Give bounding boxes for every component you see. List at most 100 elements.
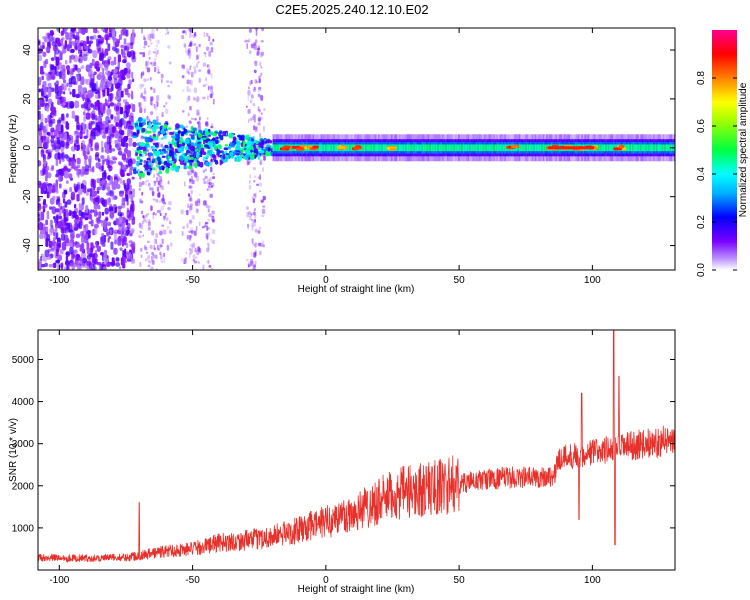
heatmap-cell (229, 133, 234, 137)
heatmap-cell (105, 198, 111, 205)
heatmap-cell (101, 48, 104, 55)
heatmap-cell (88, 41, 92, 47)
heatmap-cell (212, 98, 215, 105)
heatmap-cell (187, 71, 191, 76)
heatmap-cell (259, 174, 261, 181)
heatmap-cell (121, 50, 126, 58)
heatmap-cell (257, 242, 261, 247)
heatmap-cell (167, 45, 171, 49)
heatmap-cell (198, 77, 201, 84)
heatmap-cell (139, 198, 142, 203)
figure-title: C2E5.2025.240.12.10.E02 (275, 2, 428, 17)
heatmap-cell (113, 229, 119, 234)
heatmap-cell (154, 57, 157, 62)
heatmap-cell (247, 211, 252, 215)
heatmap-cell (247, 118, 250, 124)
heatmap-cell (249, 174, 251, 179)
heatmap-cell (187, 194, 191, 197)
heatmap-cell (467, 144, 471, 152)
heatmap-cell (112, 74, 116, 80)
heatmap-cell (156, 39, 159, 45)
heatmap-cell (171, 139, 175, 145)
heatmap-cell (247, 223, 250, 228)
heatmap-cell (40, 211, 45, 221)
heatmap-cell (97, 34, 102, 39)
heatmap-cell (430, 144, 434, 152)
heatmap-cell (190, 243, 194, 248)
heatmap-cell (408, 144, 411, 152)
heatmap-cell (186, 209, 189, 216)
heatmap-cell (75, 93, 80, 99)
heatmap-cell (123, 184, 127, 189)
heatmap-cell (190, 156, 194, 161)
heatmap-cell (205, 46, 210, 51)
heatmap-cell (253, 42, 257, 46)
heatmap-cell (200, 147, 205, 153)
heatmap-cell (160, 254, 163, 260)
heatmap-cell (136, 142, 140, 146)
heatmap-cell (187, 203, 190, 209)
heatmap-cell (143, 108, 146, 114)
heatmap-cell (74, 220, 77, 229)
heatmap-cell (124, 248, 127, 258)
heatmap-cell (600, 144, 603, 152)
heatmap-cell (212, 172, 215, 176)
heatmap-cell (183, 261, 185, 265)
heatmap-cell (246, 140, 252, 146)
heatmap-cell (186, 49, 190, 56)
snr-series-line (38, 330, 675, 563)
heatmap-cell (120, 90, 124, 98)
heatmap-cell (58, 131, 64, 139)
heatmap-cell (179, 159, 185, 166)
heatmap-cell (210, 238, 213, 244)
heatmap-cell (667, 144, 670, 152)
heatmap-cell (229, 151, 234, 157)
heatmap-cell (84, 233, 89, 241)
heatmap-cell (165, 167, 170, 174)
heatmap-cell (205, 161, 209, 167)
heatmap-cell (176, 141, 179, 148)
heatmap-cell (235, 153, 240, 156)
heatmap-cell (55, 148, 60, 153)
heatmap-cell (110, 60, 115, 66)
heatmap-cell (533, 144, 536, 152)
heatmap-cell (175, 123, 180, 129)
heatmap-cell (403, 144, 407, 152)
heatmap-cell (168, 219, 171, 225)
heatmap-cell (246, 43, 249, 49)
heatmap-cell (192, 242, 196, 248)
heatmap-cell (189, 205, 193, 211)
heatmap-cell (78, 209, 83, 216)
heatmap-cell (117, 54, 121, 63)
heatmap-cell (461, 144, 464, 152)
heatmap-cell (258, 182, 263, 187)
heatmap-cell (92, 166, 95, 173)
heatmap-cell (162, 198, 166, 205)
heatmap-cell (538, 144, 541, 152)
heatmap-cell (38, 54, 42, 62)
heatmap-cell (97, 40, 103, 44)
heatmap-cell (102, 176, 106, 181)
heatmap-cell (81, 221, 84, 226)
y-tick-label: 40 (22, 44, 33, 56)
heatmap-cell (189, 178, 191, 184)
heatmap-cell (259, 142, 263, 145)
heatmap-cell (50, 57, 55, 61)
heatmap-cell (208, 35, 211, 42)
heatmap-cell (69, 101, 75, 109)
heatmap-cell (98, 106, 101, 116)
heatmap-cell (59, 248, 64, 255)
heatmap-cell (141, 127, 146, 133)
heatmap-cell (127, 121, 131, 127)
heatmap-cell (195, 256, 198, 259)
heatmap-cell (111, 148, 116, 152)
heatmap-cell (197, 246, 200, 252)
heatmap-cell (101, 84, 106, 91)
heatmap-cell (81, 236, 85, 243)
heatmap-cell (66, 136, 72, 142)
heatmap-cell (156, 115, 159, 121)
heatmap-cell (254, 128, 258, 133)
heatmap-cell (250, 251, 253, 257)
heatmap-cell (97, 76, 102, 80)
heatmap-cell (75, 241, 80, 248)
